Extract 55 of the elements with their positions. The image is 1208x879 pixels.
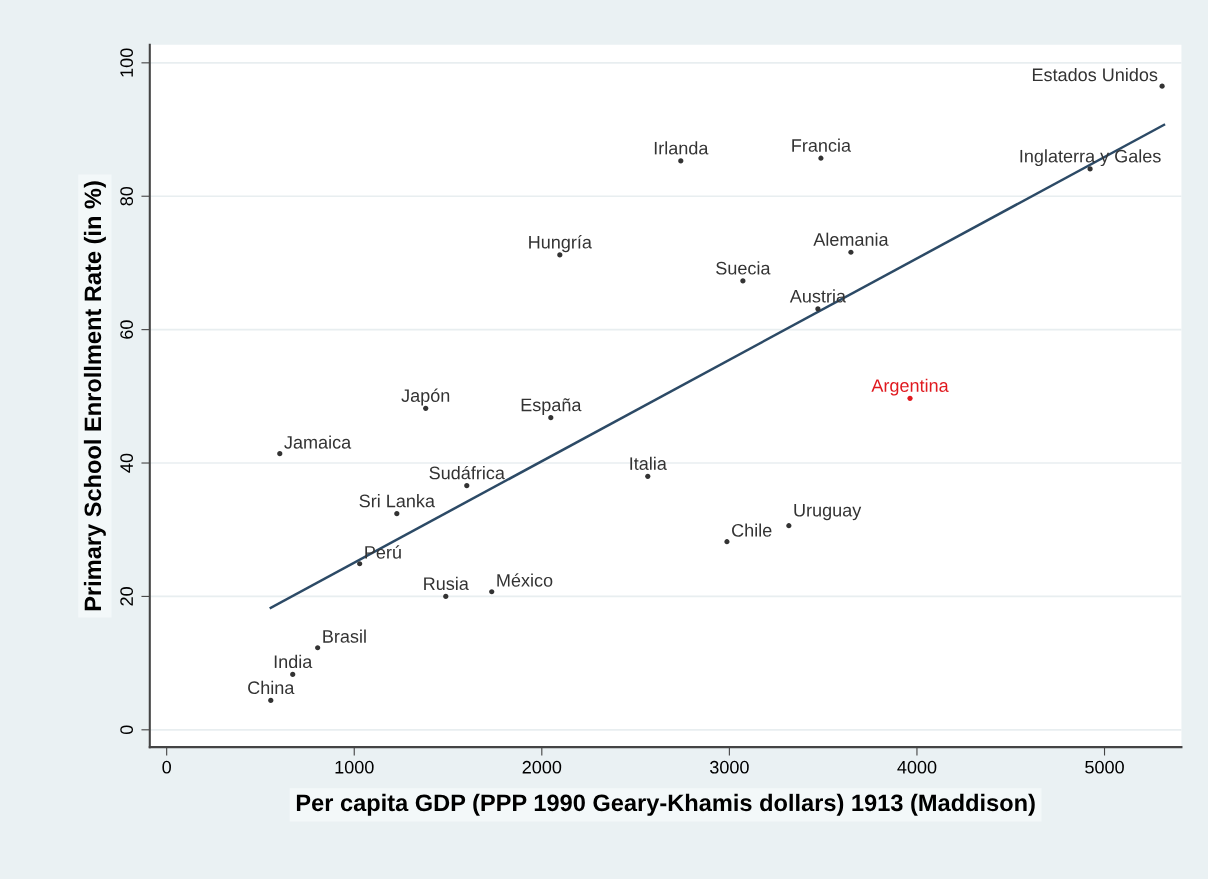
annotation: Francia — [792, 138, 852, 152]
y-tick-label: 100 — [120, 48, 134, 77]
x-tick-label: 2000 — [522, 760, 562, 774]
point — [394, 511, 400, 517]
point — [786, 523, 792, 529]
point — [724, 539, 730, 545]
annotation: Estados Unidos — [1032, 67, 1158, 82]
annotation: Japón — [401, 388, 450, 406]
x-tick-label: 4000 — [897, 760, 937, 774]
annotation: Jamaica — [284, 435, 352, 449]
annotation: México — [497, 573, 553, 587]
x-tick-label: 3000 — [709, 760, 749, 774]
point — [848, 249, 854, 255]
point — [678, 158, 684, 164]
x-tick-label: 1000 — [335, 760, 374, 774]
x-axis-title: Per capita GDP (PPP 1990 Geary-Khamis dollars) 1913 (Maddison) — [296, 793, 1035, 816]
annotation: Sudáfrica — [429, 465, 505, 480]
point — [277, 451, 283, 457]
point — [818, 155, 824, 161]
point — [443, 593, 449, 600]
point — [740, 278, 746, 284]
annotation: Alemania — [813, 232, 889, 246]
annotation: Argentina — [871, 378, 949, 396]
point — [290, 671, 296, 678]
annotation: China — [248, 680, 295, 695]
annotation: Brasil — [323, 629, 366, 643]
y-tick-label: 0 — [120, 725, 134, 735]
annotation: Austria — [789, 289, 847, 303]
point — [1159, 83, 1165, 89]
annotation: España — [521, 398, 582, 415]
y-tick-label: 20 — [120, 587, 134, 606]
annotation: Italia — [630, 456, 667, 471]
point — [315, 645, 321, 651]
annotation: Chile — [732, 523, 772, 537]
point — [815, 306, 821, 312]
annotation: Irlanda — [654, 141, 709, 155]
point — [645, 473, 651, 479]
annotation: India — [274, 654, 313, 669]
annotation: Uruguay — [794, 503, 862, 521]
point — [357, 561, 363, 567]
annotation: Sri Lanka — [359, 494, 435, 508]
annotation: Rusia — [424, 576, 469, 591]
point — [268, 697, 274, 704]
y-tick-label: 40 — [120, 453, 134, 473]
y-tick-label: 80 — [120, 186, 134, 206]
point — [548, 415, 554, 421]
x-tick-label: 0 — [162, 760, 171, 774]
annotation: Hungría — [529, 235, 592, 253]
point — [1087, 166, 1093, 172]
y-tick-label: 60 — [120, 320, 134, 339]
point — [464, 483, 470, 489]
y-axis-title: Primary School Enrollment Rate (in %) — [83, 181, 106, 611]
point — [489, 589, 495, 595]
annotation: Suecia — [716, 261, 771, 275]
x-tick-label: 5000 — [1085, 760, 1124, 774]
